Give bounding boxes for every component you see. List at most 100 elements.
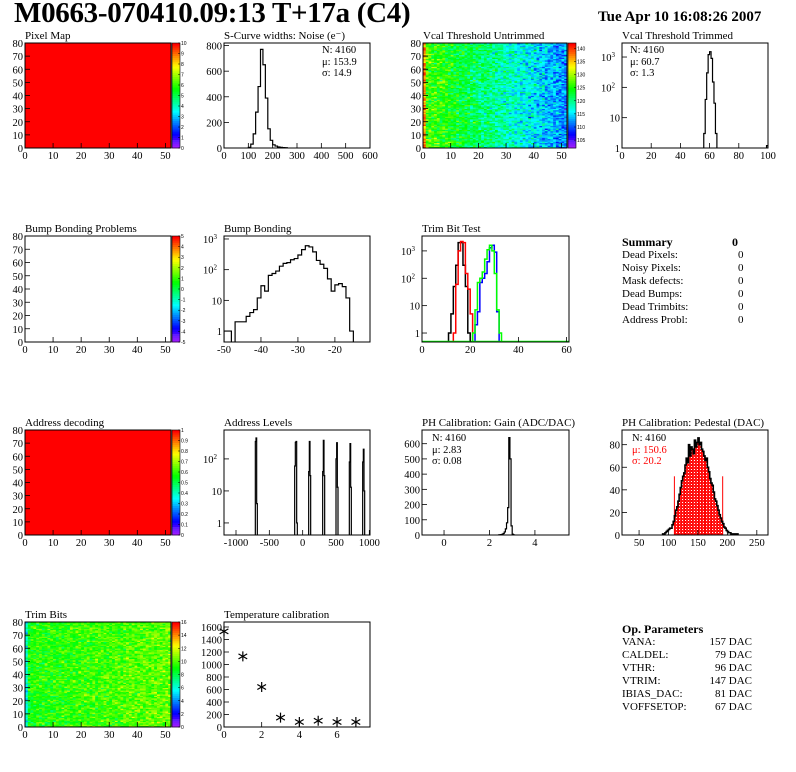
heatmap-cell [517,113,521,116]
heatmap-cell [555,66,559,69]
palette-swatch [172,499,180,502]
heatmap-cell [522,45,526,48]
heatmap-cell [555,74,559,77]
heatmap-cell [467,128,471,130]
heatmap-cell [483,120,487,123]
fit-fill-bar [686,458,688,535]
heatmap-cell [536,45,540,48]
heatmap-cell [434,91,438,94]
heatmap-cell [517,56,521,58]
heatmap-cell [492,106,496,108]
heatmap-cell [431,116,435,119]
heatmap-cell [456,92,460,95]
heatmap-cell [486,130,490,133]
heatmap-cell [472,107,476,109]
heatmap-cell [453,74,457,77]
heatmap-cell [27,686,31,688]
y-tick-label: 102 [401,272,416,285]
heatmap-cell [542,109,546,112]
heatmap-cell [539,79,543,82]
heatmap-cell [503,108,507,111]
heatmap-cell [561,146,565,148]
heatmap-cell [525,116,529,119]
heatmap-cell [450,117,454,120]
heatmap-cell [492,60,496,62]
heatmap-cell [428,52,432,54]
heatmap-cell [500,108,504,111]
palette-swatch [172,101,180,105]
heatmap-cell [464,50,468,53]
heatmap-cell [528,137,532,140]
heatmap-cell [450,57,454,60]
heatmap-cell [533,98,537,100]
heatmap-cell [492,77,496,79]
heatmap-cell [561,57,565,60]
heatmap-cell [514,58,518,61]
heatmap-cell [550,67,554,70]
heatmap-cell [481,56,485,58]
heatmap-cell [450,69,454,71]
heatmap-cell [495,137,499,140]
heatmap-cell [503,107,507,109]
heatmap-cell [558,71,562,74]
heatmap-cell [503,124,507,126]
heatmap-cell [542,142,546,145]
heatmap-cell [472,102,476,104]
heatmap-cell [550,82,554,84]
heatmap-cell [425,134,429,137]
heatmap-cell [539,56,543,58]
heatmap-cell [481,113,485,116]
heatmap-cell [550,64,554,66]
heatmap-cell [483,77,487,79]
heatmap-cell [519,113,523,116]
heatmap-cell [517,123,521,125]
heatmap-cell [425,77,429,79]
heatmap-cell [431,46,435,49]
heatmap-cell [464,96,468,99]
heatmap-cell [517,86,521,88]
y-tick-label: 60 [13,65,24,76]
heatmap-cell [431,48,435,50]
heatmap-cell [431,78,435,81]
heatmap-cell [475,138,479,141]
heatmap-cell [470,115,474,117]
heatmap-cell [550,137,554,140]
heatmap-cell [528,127,532,129]
heatmap-cell [434,127,438,129]
heatmap-cell [434,81,438,83]
heatmap-cell [536,132,540,134]
heatmap-cell [489,112,493,115]
heatmap-cell [453,128,457,130]
heatmap-cell [550,48,554,50]
heatmap-cell [528,119,532,121]
heatmap-cell [470,136,474,138]
heatmap-cell [25,673,29,675]
histogram-series-0 [661,437,739,535]
heatmap-cell [517,88,521,91]
plot-frame [621,429,769,536]
heatmap-cell [547,115,551,117]
heatmap-cell [475,60,479,62]
heatmap-cell [478,90,482,92]
heatmap-cell [481,88,485,91]
heatmap-cell [519,129,523,132]
heatmap-cell [542,88,546,91]
heatmap-cell [539,98,543,100]
heatmap-cell [483,56,487,58]
heatmap-cell [536,69,540,71]
heatmap-cell [528,146,532,148]
heatmap-cell [475,123,479,125]
heatmap-cell [547,127,551,129]
palette-swatch [568,43,576,46]
palette-swatch [172,532,180,536]
heatmap-cell [431,142,435,145]
heatmap-cell [470,62,474,65]
heatmap-cell [519,106,523,108]
heatmap-cell [461,85,465,87]
heatmap-cell [467,79,471,82]
heatmap-cell [483,134,487,137]
heatmap-cell [539,43,543,45]
heatmap-cell [423,85,427,87]
heatmap-cell [27,666,31,669]
heatmap-cell [506,66,510,69]
